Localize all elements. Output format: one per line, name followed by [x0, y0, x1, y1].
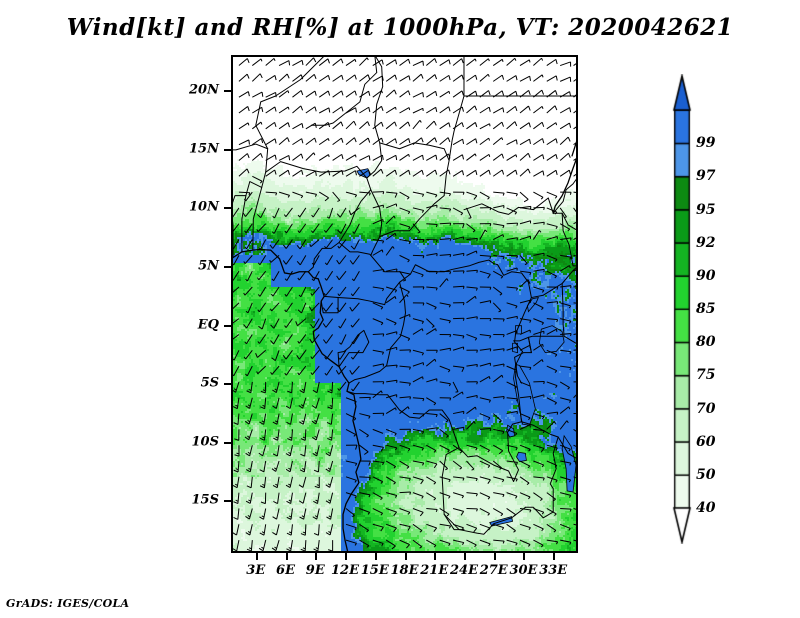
- y-axis-tick: [224, 148, 231, 151]
- y-axis-label-eq: EQ: [197, 317, 219, 332]
- y-axis-tick: [224, 90, 231, 93]
- colorbar-label-60: 60: [696, 433, 716, 450]
- colorbar-label-95: 95: [696, 201, 716, 218]
- map-plot-area[interactable]: [231, 55, 578, 553]
- x-axis-label-27e: 27E: [479, 563, 508, 578]
- x-axis-tick: [285, 553, 288, 560]
- y-axis-label-10n: 10N: [189, 199, 219, 215]
- y-axis-label-15n: 15N: [189, 141, 219, 157]
- x-axis-label-33e: 33E: [539, 563, 568, 578]
- x-axis-tick: [493, 553, 496, 560]
- page-title: Wind[kt] and RH[%] at 1000hPa, VT: 20200…: [66, 14, 734, 41]
- colorbar-label-80: 80: [696, 334, 716, 351]
- x-axis-label-6e: 6E: [276, 563, 295, 578]
- colorbar-label-99: 99: [696, 135, 716, 152]
- x-axis-label-3e: 3E: [246, 563, 266, 578]
- colorbar-label-75: 75: [696, 367, 716, 384]
- colorbar-label-40: 40: [696, 500, 716, 516]
- x-axis-label-12e: 12E: [331, 563, 359, 578]
- colorbar-canvas: [668, 74, 738, 544]
- x-axis-tick: [374, 553, 377, 560]
- credit-text: GrADS: IGES/COLA: [6, 597, 130, 610]
- colorbar-label-85: 85: [696, 301, 716, 317]
- x-axis-tick: [553, 553, 556, 560]
- x-axis-label-9e: 9E: [305, 563, 325, 578]
- x-axis-label-21e: 21E: [420, 563, 449, 578]
- rh-wind-field-canvas: [231, 55, 578, 553]
- x-axis-tick: [255, 553, 258, 560]
- y-axis-label-10s: 10S: [191, 434, 219, 450]
- x-axis-tick: [434, 553, 437, 560]
- y-axis-label-5n: 5N: [198, 258, 219, 274]
- x-axis-label-30e: 30E: [509, 563, 538, 578]
- y-axis-tick: [224, 324, 231, 327]
- x-axis-tick: [315, 553, 318, 560]
- y-axis-tick: [224, 383, 231, 386]
- x-axis-label-15e: 15E: [360, 563, 389, 578]
- colorbar[interactable]: 40 50 60 70 75 80 85 90 92 95 97 99: [668, 74, 738, 544]
- x-axis-label-24e: 24E: [449, 563, 478, 578]
- x-axis-tick: [463, 553, 466, 560]
- y-axis-label-5s: 5S: [200, 375, 219, 391]
- x-axis-tick: [345, 553, 347, 560]
- y-axis-tick: [224, 207, 231, 210]
- y-axis-tick: [224, 265, 231, 268]
- y-axis-label-15s: 15S: [191, 492, 219, 508]
- colorbar-label-70: 70: [696, 400, 716, 417]
- y-axis-tick: [224, 441, 231, 444]
- x-axis-label-18e: 18E: [390, 563, 419, 578]
- colorbar-label-50: 50: [696, 466, 716, 483]
- y-axis-label-20n: 20N: [189, 82, 219, 98]
- colorbar-label-92: 92: [696, 234, 716, 251]
- y-axis-tick: [224, 500, 231, 503]
- x-axis-tick: [404, 553, 407, 560]
- colorbar-label-97: 97: [696, 168, 716, 185]
- x-axis-tick: [523, 553, 526, 560]
- colorbar-label-90: 90: [696, 267, 716, 284]
